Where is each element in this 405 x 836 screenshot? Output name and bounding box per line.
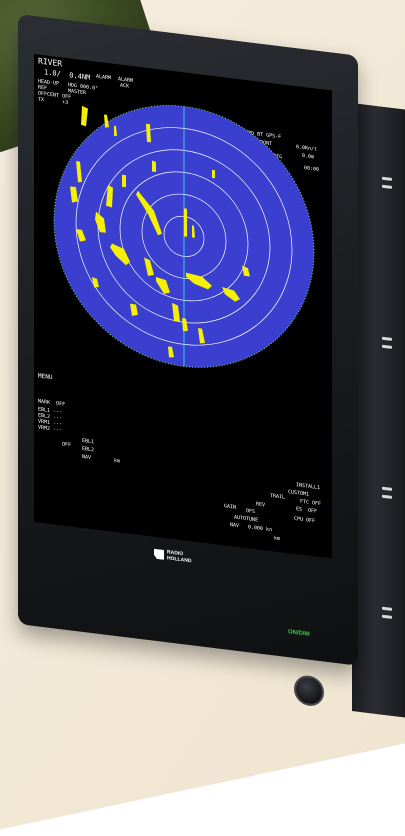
- alarm-1-label[interactable]: ALARM: [96, 73, 112, 82]
- echo-blob: [192, 225, 195, 238]
- device-side-panel: [352, 103, 405, 719]
- menu-button[interactable]: MENU: [38, 372, 53, 382]
- echo-blob: [122, 174, 126, 188]
- echo-blob: [144, 257, 154, 276]
- brand-logo-text: RADIO HOLLAND: [167, 549, 192, 565]
- ack-button[interactable]: ACK: [120, 82, 130, 90]
- off-label[interactable]: OFF: [62, 441, 72, 449]
- gain-label[interactable]: GAIN: [224, 503, 237, 511]
- brand-logo: RADIO HOLLAND: [154, 545, 214, 572]
- side-vent: [382, 184, 392, 189]
- echo-blob: [222, 287, 240, 302]
- echo-blob: [70, 186, 78, 203]
- echo-blob: [152, 160, 156, 172]
- speed-readout: 0.000 kn: [248, 524, 273, 534]
- side-vent: [382, 606, 392, 611]
- echo-blob: [182, 318, 188, 332]
- radio-holland-logo-icon: [154, 549, 164, 560]
- echo-blob: [172, 302, 180, 322]
- ebl1-button[interactable]: EBL1: [82, 437, 95, 446]
- echo-blob: [212, 169, 215, 179]
- front-bezel: RIVER 1.0/ 0.4NM ALARM ALARM ACK HEAD-UP…: [18, 14, 358, 708]
- echo-blob: [104, 114, 109, 128]
- echo-blob: [136, 190, 162, 236]
- echo-blob: [156, 276, 170, 294]
- side-vent: [382, 336, 392, 341]
- echo-blob: [106, 185, 113, 208]
- side-vent: [382, 486, 392, 491]
- nav-label: NAV: [82, 453, 92, 461]
- side-vent: [382, 614, 392, 619]
- radar-echoes: [70, 105, 250, 358]
- echo-blob: [186, 272, 212, 290]
- es-label[interactable]: ES OFF: [296, 506, 318, 515]
- side-vent: [382, 176, 392, 181]
- radar-ppi[interactable]: [52, 88, 316, 384]
- echo-blob: [184, 208, 187, 237]
- echo-blob: [92, 277, 99, 288]
- side-vent: [382, 344, 392, 349]
- nav-label-right: NAV: [230, 522, 240, 530]
- unit-label: km: [114, 457, 121, 465]
- echo-blob: [198, 328, 205, 344]
- echo-blob: [146, 123, 151, 143]
- ftc-label[interactable]: FTC OFF: [300, 498, 322, 508]
- echo-blob: [168, 346, 174, 358]
- side-vent: [382, 494, 392, 499]
- power-dim-label: ON/DIM: [288, 629, 310, 638]
- mode-label[interactable]: RIVER: [38, 56, 63, 69]
- echo-blob: [242, 265, 250, 277]
- custom-label[interactable]: CUSTOM1: [288, 489, 310, 498]
- echo-blob: [110, 243, 130, 266]
- ebl2-button[interactable]: EBL2: [82, 445, 95, 454]
- echo-blob: [76, 229, 86, 242]
- echo-blob: [130, 303, 138, 316]
- echo-blob: [76, 161, 82, 183]
- radar-screen[interactable]: RIVER 1.0/ 0.4NM ALARM ALARM ACK HEAD-UP…: [34, 53, 332, 559]
- echo-blob: [81, 105, 88, 127]
- radar-display-unit: RIVER 1.0/ 0.4NM ALARM ALARM ACK HEAD-UP…: [18, 14, 405, 743]
- rotary-knob-icon[interactable]: [294, 673, 324, 708]
- echo-blob: [95, 211, 106, 233]
- cpu-label[interactable]: CPU OFF: [294, 515, 316, 525]
- km-label: km: [274, 535, 281, 543]
- ofs-label[interactable]: OFS: [246, 507, 256, 516]
- trail-label[interactable]: TRAIL: [270, 492, 286, 501]
- rev-label[interactable]: REV: [256, 501, 266, 509]
- echo-blob: [114, 125, 117, 137]
